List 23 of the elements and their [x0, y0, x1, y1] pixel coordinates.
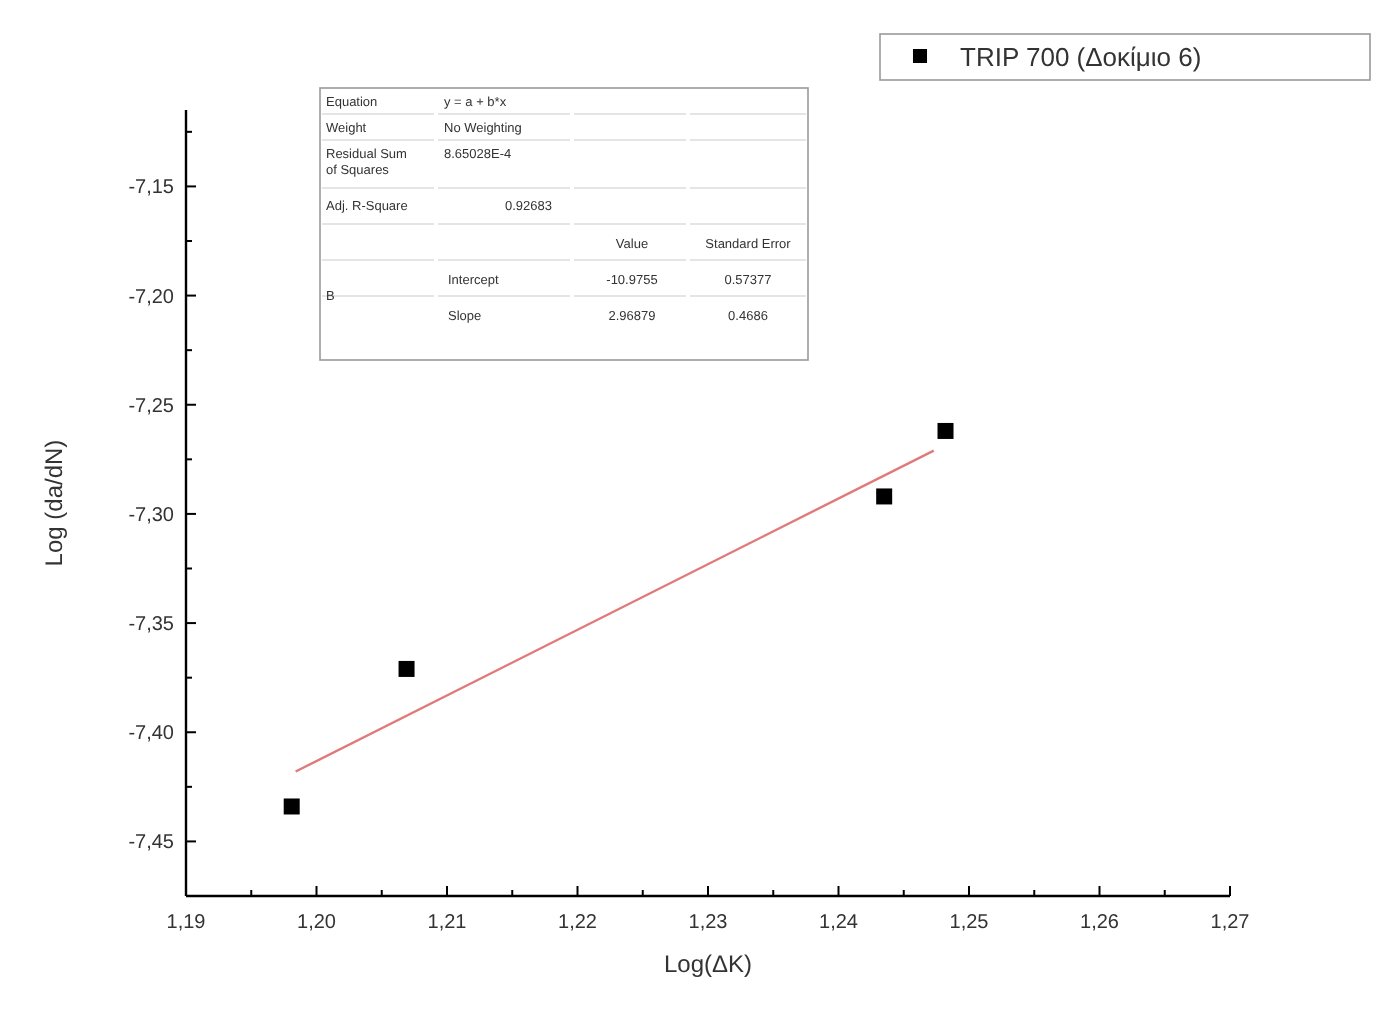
- y-axis-title: Log (da/dN): [40, 439, 68, 567]
- y-tick-label: -7,45: [128, 832, 175, 855]
- x-axis-title: Log(ΔK): [663, 950, 753, 978]
- point: [937, 422, 954, 439]
- y-tick-label: -7,25: [128, 395, 175, 418]
- x-tick-label: 1,23: [688, 912, 729, 934]
- x-tick-label: 1,27: [1210, 912, 1251, 934]
- y-tick-label: -7,20: [128, 286, 175, 309]
- y-tick-label: -7,30: [128, 504, 175, 527]
- x-tick-label: 1,19: [166, 912, 207, 934]
- y-tick-label: -7,15: [128, 177, 175, 200]
- x-tick-label: 1,20: [297, 912, 337, 934]
- y-tick-label: -7,40: [128, 723, 175, 746]
- point: [398, 660, 415, 677]
- legend-label: TRIP 700 (Δοκίμιο 6): [960, 42, 1202, 72]
- x-tick-label: 1,24: [819, 912, 859, 934]
- x-tick-label: 1,26: [1080, 912, 1120, 934]
- point: [876, 488, 893, 505]
- y-tick-label: -7,35: [128, 614, 175, 637]
- x-tick-label: 1,22: [558, 912, 598, 934]
- x-tick-label: 1,25: [949, 912, 990, 934]
- x-tick-label: 1,21: [427, 912, 468, 934]
- point: [283, 798, 300, 815]
